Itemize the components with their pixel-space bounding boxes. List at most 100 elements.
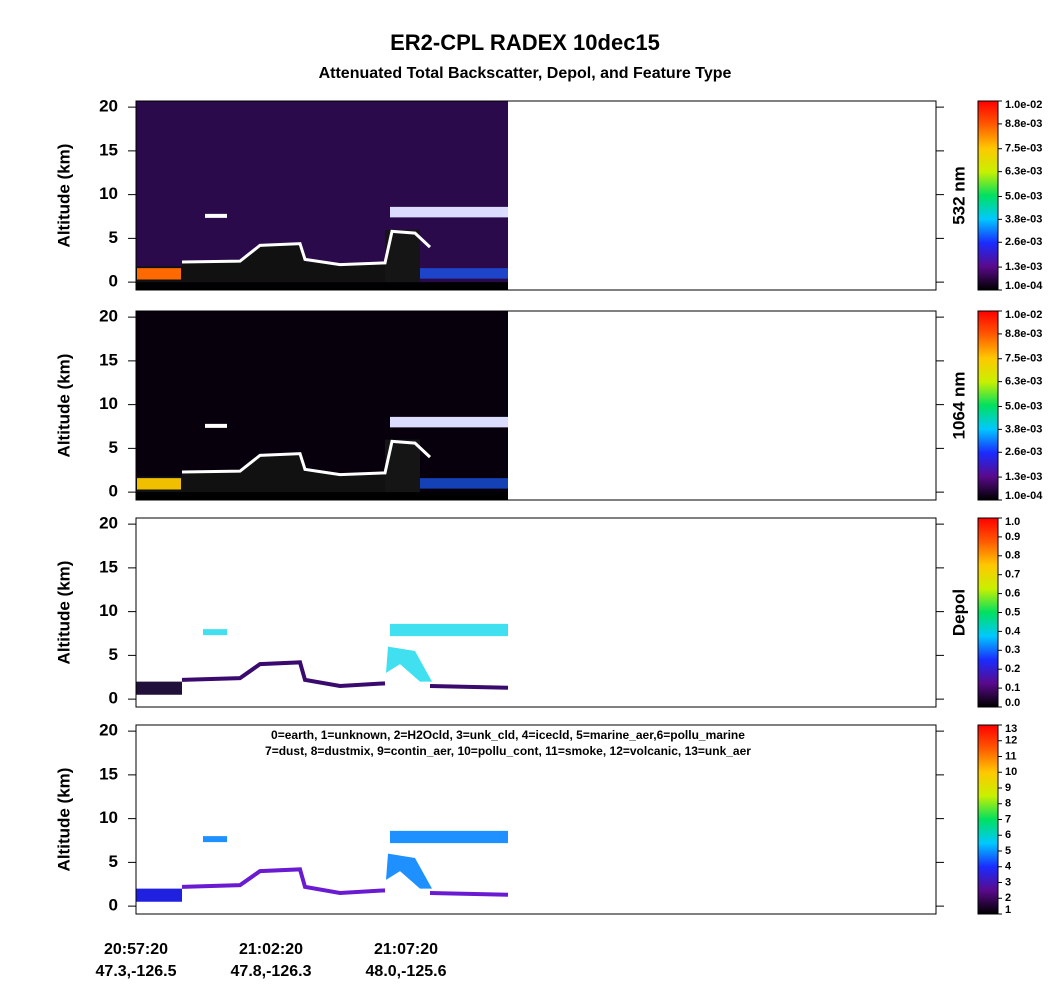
colorbar-tick-label: 7.5e-03: [1005, 353, 1042, 365]
colorbar-tick-label: 1.0: [1005, 516, 1020, 528]
y-tick-label: 15: [99, 350, 118, 369]
colorbar-tick-label: 4: [1005, 861, 1012, 873]
colorbar-tick-label: 7.5e-03: [1005, 143, 1042, 155]
colorbar-tick-label: 5.0e-03: [1005, 400, 1042, 412]
colorbar-tick-label: 0.6: [1005, 588, 1020, 600]
y-tick-label: 5: [109, 645, 118, 664]
colorbar-tick-label: 1.0e-02: [1005, 309, 1042, 321]
colorbar-tick-label: 9: [1005, 782, 1011, 794]
low-feature: [136, 888, 182, 902]
colorbar-tick-label: 2.6e-03: [1005, 446, 1042, 458]
surface-aerosol: [137, 478, 181, 490]
colorbar-tick-label: 11: [1005, 750, 1017, 762]
colorbar-tick-label: 0.5: [1005, 606, 1020, 618]
colorbar-tick-label: 3.8e-03: [1005, 213, 1042, 225]
colorbar-label: 532 nm: [949, 166, 968, 225]
colorbar-tick-label: 0.1: [1005, 682, 1020, 694]
cloud-column: [385, 439, 420, 493]
colorbar-tick-label: 6.3e-03: [1005, 166, 1042, 178]
low-layer-east: [429, 891, 509, 897]
x-tick-time: 20:57:20: [104, 941, 168, 958]
colorbar-tick-label: 6: [1005, 829, 1011, 841]
colorbar-tick-label: 8.8e-03: [1005, 118, 1042, 130]
cirrus: [390, 623, 508, 637]
y-tick-label: 0: [109, 689, 118, 708]
cloud-top: [181, 439, 432, 477]
y-tick-label: 10: [99, 601, 118, 620]
y-tick-label: 5: [109, 852, 118, 871]
colorbar-tick-label: 0.9: [1005, 531, 1020, 543]
plot-frame: [135, 310, 937, 501]
surface: [136, 492, 508, 500]
colorbar-tick-label: 8: [1005, 798, 1011, 810]
low-cloud: [136, 242, 390, 283]
boundary-layer: [420, 478, 508, 489]
colorbar-tick-label: 3: [1005, 876, 1011, 888]
colorbar-tick-label: 8.8e-03: [1005, 328, 1042, 340]
boundary-layer: [420, 268, 508, 279]
colorbar-tick-label: 13: [1005, 723, 1017, 735]
cirrus-small: [205, 213, 227, 218]
colorbar-tick-label: 0.8: [1005, 550, 1020, 562]
colorbar-label: 1064 nm: [949, 371, 968, 439]
colorbar-tick-label: 0.4: [1005, 625, 1021, 637]
plot-frame: [135, 100, 937, 291]
feature-legend: 0=earth, 1=unknown, 2=H2Ocld, 3=unk_cld,…: [271, 728, 745, 742]
y-tick-label: 10: [99, 808, 118, 827]
plot-frame: [135, 724, 937, 915]
colorbar: [977, 517, 999, 708]
colorbar-tick-label: 1.3e-03: [1005, 471, 1042, 483]
cloud-column: [385, 229, 420, 283]
colorbar-tick-label: 7: [1005, 813, 1011, 825]
y-tick-label: 20: [99, 514, 118, 533]
surface-aerosol: [137, 268, 181, 280]
x-tick-time: 21:02:20: [239, 941, 303, 958]
colorbar-tick-label: 5.0e-03: [1005, 190, 1042, 202]
plot-frame: [135, 517, 937, 708]
y-tick-label: 5: [109, 228, 118, 247]
y-tick-label: 0: [109, 272, 118, 291]
y-tick-label: 10: [99, 394, 118, 413]
colorbar-tick-label: 0.0: [1005, 697, 1020, 709]
y-axis-label: Altitude (km): [54, 144, 73, 248]
colorbar-tick-label: 0.3: [1005, 644, 1020, 656]
low-layer: [181, 867, 386, 896]
colorbar-tick-label: 0.2: [1005, 663, 1020, 675]
low-layer-east: [429, 684, 509, 690]
colorbar-tick-label: 10: [1005, 766, 1017, 778]
subtitle: Attenuated Total Backscatter, Depol, and…: [319, 65, 732, 82]
y-tick-label: 5: [109, 438, 118, 457]
colorbar-tick-label: 0.7: [1005, 569, 1020, 581]
colorbar-tick-label: 5: [1005, 845, 1011, 857]
surface: [136, 282, 508, 290]
x-tick-time: 21:07:20: [374, 941, 438, 958]
colorbar: [977, 310, 999, 501]
low-feature: [136, 681, 182, 695]
y-tick-label: 0: [109, 482, 118, 501]
y-tick-label: 0: [109, 896, 118, 915]
cloud-body: [386, 853, 432, 889]
y-tick-label: 20: [99, 307, 118, 326]
cirrus: [390, 830, 508, 844]
colorbar-tick-label: 1.3e-03: [1005, 261, 1042, 273]
colorbar-tick-label: 3.8e-03: [1005, 423, 1042, 435]
cirrus: [390, 416, 508, 428]
cirrus-small: [203, 629, 227, 636]
y-tick-label: 15: [99, 140, 118, 159]
cirrus-small: [203, 836, 227, 843]
curtain-background: [136, 311, 508, 500]
colorbar-tick-label: 1.0e-02: [1005, 99, 1042, 111]
y-tick-label: 10: [99, 184, 118, 203]
colorbar: [977, 724, 999, 915]
low-layer: [181, 660, 386, 689]
cloud-body: [386, 646, 432, 682]
colorbar-label: Depol: [949, 589, 968, 636]
y-tick-label: 20: [99, 721, 118, 740]
cirrus-small: [205, 423, 227, 428]
x-tick-location: 47.8,-126.3: [231, 963, 312, 980]
y-axis-label: Altitude (km): [54, 561, 73, 665]
cirrus: [390, 206, 508, 218]
colorbar-tick-label: 1.0e-04: [1005, 280, 1043, 292]
low-cloud: [136, 452, 390, 493]
